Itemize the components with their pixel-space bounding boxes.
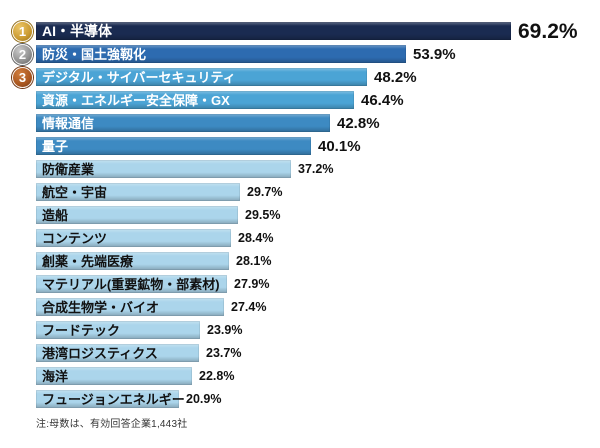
rank-badge-slot bbox=[12, 158, 36, 181]
value-label: 27.4% bbox=[231, 299, 267, 314]
bar-row: 合成生物学・バイオ 27.4% bbox=[12, 298, 600, 316]
rank-badge-slot bbox=[12, 112, 36, 135]
rank-badge-slot: 1 bbox=[12, 20, 36, 43]
rank-badge: 3 bbox=[12, 66, 33, 88]
value-label: 22.8% bbox=[199, 368, 235, 383]
rank-badge-slot bbox=[12, 227, 36, 250]
rank-badge-slot bbox=[12, 181, 36, 204]
bar: フードテック bbox=[36, 321, 200, 339]
category-label: 海洋 bbox=[42, 368, 69, 384]
category-label: 資源・エネルギー安全保障・GX bbox=[42, 92, 230, 108]
value-label: 29.5% bbox=[245, 207, 281, 222]
category-label: 量子 bbox=[42, 138, 69, 154]
rank-badge-slot bbox=[12, 388, 36, 411]
rank-badge-slot bbox=[12, 204, 36, 227]
value-label: 28.1% bbox=[236, 253, 272, 268]
value-label: 29.7% bbox=[247, 184, 283, 199]
rank-badge-slot bbox=[12, 342, 36, 365]
bar: AI・半導体 bbox=[36, 22, 511, 40]
rank-badge-slot bbox=[12, 135, 36, 158]
category-label: 情報通信 bbox=[42, 115, 95, 131]
value-label: 53.9% bbox=[413, 45, 456, 63]
rank-badge-slot: 2 bbox=[12, 43, 36, 66]
bar-rows: 1 AI・半導体 69.2% 2 防災・国土強靱化 53.9% 3 デジタル・サ… bbox=[12, 19, 600, 408]
bar: マテリアル(重要鉱物・部素材) bbox=[36, 275, 227, 293]
rank-badge: 2 bbox=[12, 43, 33, 65]
rank-badge-slot bbox=[12, 319, 36, 342]
value-label: 69.2% bbox=[518, 19, 578, 43]
bar: 防災・国土強靱化 bbox=[36, 45, 406, 63]
category-label: AI・半導体 bbox=[42, 23, 112, 39]
category-label: デジタル・サイバーセキュリティ bbox=[42, 69, 236, 85]
bar-row: 情報通信 42.8% bbox=[12, 114, 600, 132]
bar-row: フュージョンエネルギー 20.9% bbox=[12, 390, 600, 408]
value-label: 46.4% bbox=[361, 91, 404, 109]
category-label: 防衛産業 bbox=[42, 161, 95, 177]
bar: デジタル・サイバーセキュリティ bbox=[36, 68, 367, 86]
bar: フュージョンエネルギー bbox=[36, 390, 185, 408]
value-label: 42.8% bbox=[337, 114, 380, 132]
rank-badge-slot bbox=[12, 250, 36, 273]
category-label: 合成生物学・バイオ bbox=[42, 299, 160, 315]
category-label: 創薬・先端医療 bbox=[42, 253, 134, 269]
bar-row: 2 防災・国土強靱化 53.9% bbox=[12, 43, 600, 66]
value-label: 37.2% bbox=[298, 161, 334, 176]
rank-badge: 1 bbox=[12, 20, 33, 42]
bar-row: 防衛産業 37.2% bbox=[12, 160, 600, 178]
bar-row: 1 AI・半導体 69.2% bbox=[12, 19, 600, 43]
rank-badge-slot bbox=[12, 273, 36, 296]
rank-badge-slot bbox=[12, 296, 36, 319]
value-label: 27.9% bbox=[234, 276, 270, 291]
value-label: 20.9% bbox=[186, 391, 222, 406]
value-label: 23.9% bbox=[207, 322, 243, 337]
category-label: 防災・国土強靱化 bbox=[42, 46, 147, 62]
bar-row: 量子 40.1% bbox=[12, 137, 600, 155]
bar-row: 3 デジタル・サイバーセキュリティ 48.2% bbox=[12, 66, 600, 89]
value-label: 28.4% bbox=[238, 230, 274, 245]
chart-footnote: 注:母数は、有効回答企業1,443社 bbox=[36, 419, 188, 430]
bar-row: フードテック 23.9% bbox=[12, 321, 600, 339]
category-label: マテリアル(重要鉱物・部素材) bbox=[42, 276, 220, 292]
bar: 防衛産業 bbox=[36, 160, 291, 178]
bar-row: マテリアル(重要鉱物・部素材) 27.9% bbox=[12, 275, 600, 293]
value-label: 40.1% bbox=[318, 137, 361, 155]
value-label: 23.7% bbox=[206, 345, 242, 360]
bar: 情報通信 bbox=[36, 114, 330, 132]
bar: 造船 bbox=[36, 206, 238, 224]
bar: コンテンツ bbox=[36, 229, 231, 247]
rank-badge-slot: 3 bbox=[12, 66, 36, 89]
value-label: 48.2% bbox=[374, 68, 417, 86]
rank-badge-slot bbox=[12, 365, 36, 388]
bar: 創薬・先端医療 bbox=[36, 252, 229, 270]
bar-row: 創薬・先端医療 28.1% bbox=[12, 252, 600, 270]
category-label: 港湾ロジスティクス bbox=[42, 345, 158, 361]
category-label: コンテンツ bbox=[42, 230, 108, 246]
bar-row: 造船 29.5% bbox=[12, 206, 600, 224]
category-label: 航空・宇宙 bbox=[42, 184, 108, 200]
bar-row: 港湾ロジスティクス 23.7% bbox=[12, 344, 600, 362]
bar-row: 海洋 22.8% bbox=[12, 367, 600, 385]
category-label: フュージョンエネルギー bbox=[42, 391, 185, 407]
bar-row: 資源・エネルギー安全保障・GX 46.4% bbox=[12, 91, 600, 109]
rank-badge-slot bbox=[12, 89, 36, 112]
bar: 港湾ロジスティクス bbox=[36, 344, 199, 362]
bar-row: コンテンツ 28.4% bbox=[12, 229, 600, 247]
bar: 合成生物学・バイオ bbox=[36, 298, 224, 316]
bar-row: 航空・宇宙 29.7% bbox=[12, 183, 600, 201]
bar: 量子 bbox=[36, 137, 311, 155]
bar: 航空・宇宙 bbox=[36, 183, 240, 201]
bar: 海洋 bbox=[36, 367, 192, 385]
bar: 資源・エネルギー安全保障・GX bbox=[36, 91, 354, 109]
category-label: フードテック bbox=[42, 322, 121, 338]
category-label: 造船 bbox=[42, 207, 69, 223]
